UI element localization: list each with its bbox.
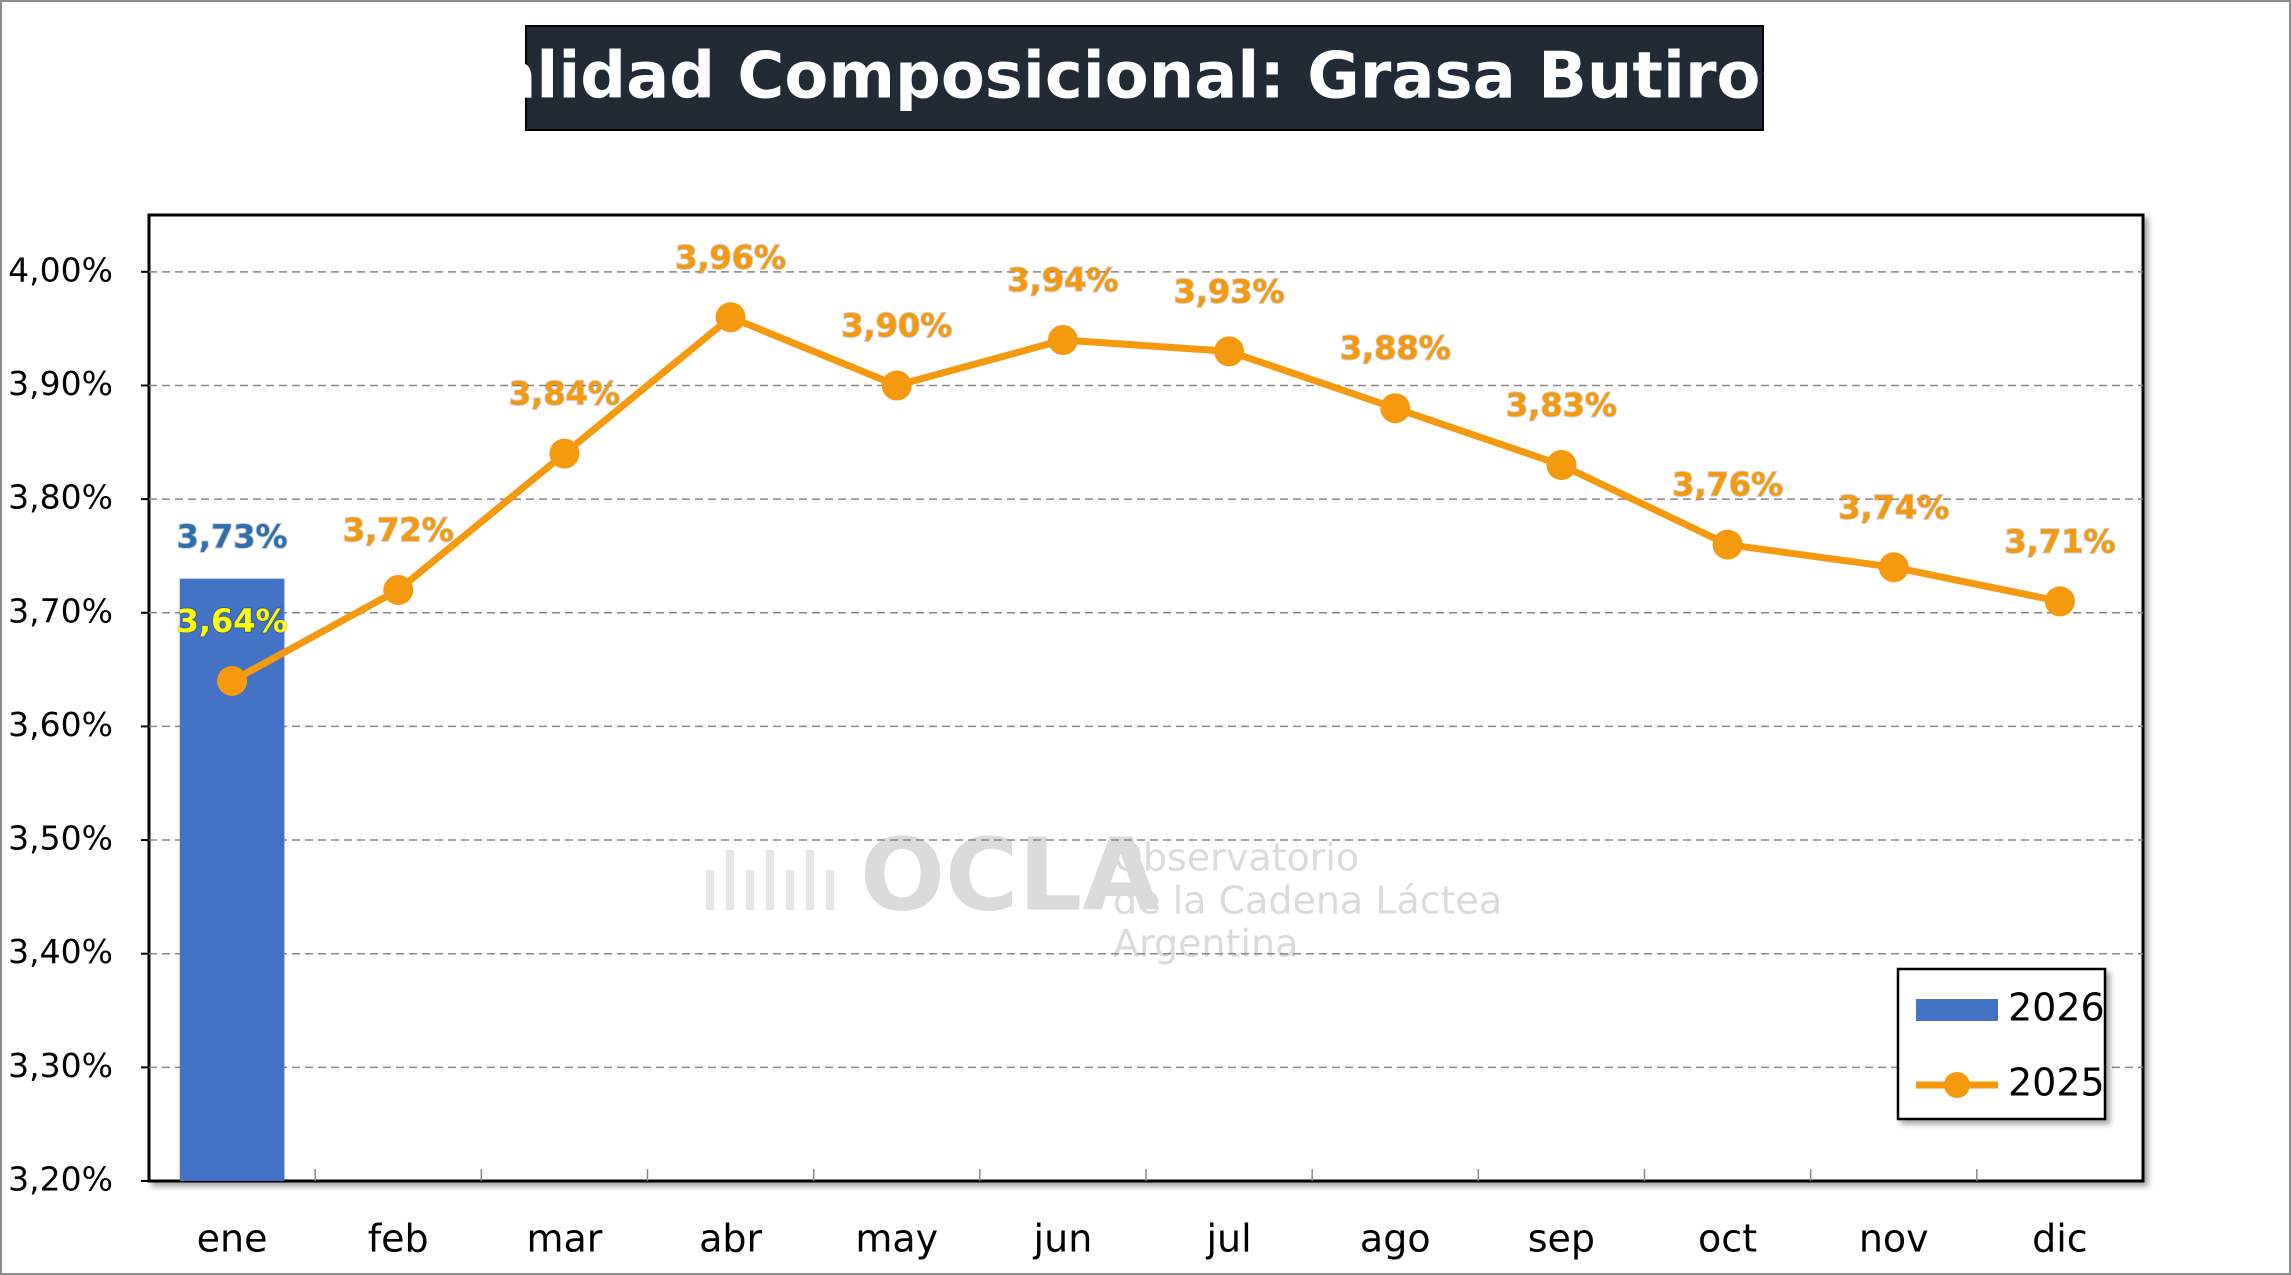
watermark-text: de la Cadena Láctea [1113,879,1502,923]
x-tick-label: sep [1528,1217,1595,1261]
value-label: 3,74% [1838,488,1949,526]
y-tick-label: 3,30% [8,1046,113,1085]
value-label: 3,84% [509,375,620,413]
watermark-icon [706,850,834,910]
y-tick-label: 3,70% [8,591,113,630]
point [2044,586,2075,617]
watermark-text: Observatorio [1113,836,1359,880]
point [1878,552,1909,583]
point [715,302,746,333]
legend-label: 2026 [2008,986,2105,1030]
y-tick-label: 3,80% [8,478,113,517]
x-tick-label: jun [1033,1217,1093,1261]
point [217,665,248,696]
value-label: 3,64% [177,602,288,640]
point [1546,450,1577,481]
y-tick-label: 3,50% [8,819,113,858]
value-label: 3,96% [675,238,786,276]
value-label: 3,90% [841,306,952,344]
value-label: 3,94% [1007,261,1118,299]
y-tick-label: 3,40% [8,932,113,971]
watermark-text: Argentina [1113,922,1298,966]
x-tick-label: ago [1360,1217,1431,1261]
x-tick-label: oct [1698,1217,1757,1261]
point [1214,336,1245,367]
y-tick-label: 4,00% [8,250,113,289]
x-tick-label: dic [2032,1217,2088,1261]
legend-box [1896,967,2107,1121]
plot-area [147,213,2145,1183]
line [230,313,2061,685]
watermark: OCLA Observatorio de la Cadena Láctea Ar… [706,816,1502,966]
x-tick-label: may [855,1217,938,1261]
y-tick-label: 3,20% [8,1160,113,1199]
y-tick-label: 3,90% [8,364,113,403]
x-tick-label: nov [1859,1217,1929,1261]
point [881,370,912,401]
point [1712,529,1743,560]
chart-title: Calidad Composicional: Grasa Butirosa [446,40,1842,114]
legend-swatch [1916,999,1998,1021]
point [1047,325,1078,356]
x-tick-label: mar [526,1217,602,1261]
legend-swatch [1944,1072,1970,1098]
x-tick-label: jul [1205,1217,1251,1261]
point [1380,393,1411,424]
value-label: 3,83% [1506,386,1617,424]
point [549,438,580,469]
watermark-logo: OCLA [860,816,1160,933]
title-box [525,25,1764,131]
value-label: 3,88% [1340,329,1451,367]
value-label: 3,76% [1672,466,1783,504]
point [383,575,414,606]
value-label: 3,71% [2004,522,2115,560]
x-tick-label: abr [699,1217,762,1261]
value-label: 3,73% [177,518,288,556]
legend-label: 2025 [2008,1061,2105,1105]
value-label: 3,72% [343,511,454,549]
x-tick-label: ene [197,1217,268,1261]
x-tick-label: feb [368,1217,429,1261]
value-label: 3,93% [1174,272,1285,310]
y-tick-label: 3,60% [8,705,113,744]
